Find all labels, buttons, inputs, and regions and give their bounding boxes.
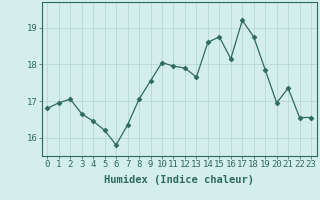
X-axis label: Humidex (Indice chaleur): Humidex (Indice chaleur)	[104, 175, 254, 185]
